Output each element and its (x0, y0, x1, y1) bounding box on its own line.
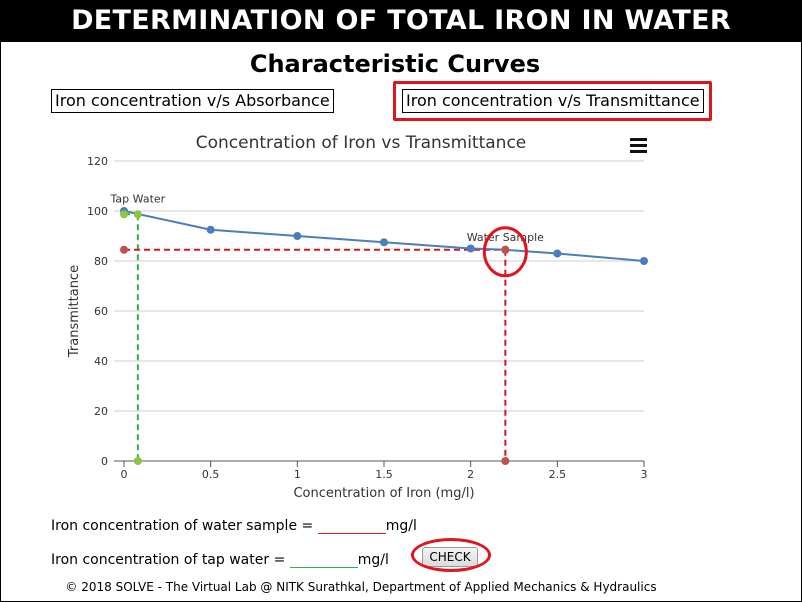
marker-point (501, 245, 510, 254)
sample-concentration-input[interactable] (317, 513, 386, 534)
x-tick-label: 2 (467, 468, 474, 481)
tap-row: Iron concentration of tap water = mg/l (51, 547, 389, 568)
data-point (206, 225, 215, 234)
page-title: DETERMINATION OF TOTAL IRON IN WATER (0, 0, 802, 42)
chart-gridlines (114, 160, 644, 462)
chart-markers: Tap Water Water Sample (110, 192, 544, 465)
section-title: Characteristic Curves (249, 50, 541, 78)
chart-series (120, 207, 648, 265)
chart-title: Concentration of Iron vs Transmittance (196, 133, 527, 153)
y-tick-label: 120 (87, 155, 108, 168)
y-tick-label: 60 (94, 305, 108, 318)
active-tab-highlight (393, 81, 712, 121)
y-axis-label: Transmittance (67, 265, 82, 358)
transmittance-chart: Concentration of Iron vs Transmittance 0… (67, 133, 648, 501)
tab-absorbance[interactable]: Iron concentration v/s Absorbance (51, 89, 334, 113)
y-tick-label: 80 (94, 255, 108, 268)
y-tick-label: 20 (94, 405, 108, 418)
x-tick-label: 3 (641, 468, 648, 481)
sample-label: Iron concentration of water sample = (51, 518, 314, 534)
x-axis-label: Concentration of Iron (mg/l) (293, 486, 474, 501)
y-tick-label: 40 (94, 355, 108, 368)
y-tick-label: 0 (101, 455, 108, 468)
y-tick-label: 100 (87, 205, 108, 218)
x-tick-label: 0 (121, 468, 128, 481)
data-point (553, 249, 562, 258)
tap-unit: mg/l (357, 552, 389, 568)
footer-text: © 2018 SOLVE - The Virtual Lab @ NITK Su… (65, 580, 657, 594)
data-point (293, 232, 302, 240)
check-button-highlight (411, 538, 491, 572)
marker-label: Water Sample (467, 231, 544, 244)
marker-point (133, 210, 142, 219)
x-tick-label: 1 (294, 468, 301, 481)
tab-transmittance[interactable]: Iron concentration v/s Transmittance (402, 89, 704, 113)
marker-point-base (133, 457, 142, 465)
chart-guides (124, 213, 507, 461)
tap-concentration-input[interactable] (289, 547, 358, 568)
marker-label: Tap Water (110, 192, 166, 205)
marker-point-axis (120, 245, 128, 254)
water-sample-highlight (482, 226, 528, 278)
x-tick-label: 0.5 (202, 468, 220, 481)
data-point (466, 244, 475, 253)
chart-axes: 0 20 40 60 80 100 120 0 0.5 1 1.5 2 2.5 3 (87, 155, 648, 481)
marker-point-base (501, 457, 510, 465)
x-tick-label: 1.5 (375, 468, 393, 481)
data-point (640, 257, 648, 265)
marker-point-axis (120, 210, 128, 219)
series-line (123, 210, 645, 262)
tap-label: Iron concentration of tap water = (51, 552, 286, 568)
x-tick-label: 2.5 (549, 468, 567, 481)
sample-unit: mg/l (385, 518, 417, 534)
data-point (380, 238, 388, 247)
hamburger-menu-icon[interactable] (630, 138, 647, 153)
sample-row: Iron concentration of water sample = mg/… (51, 513, 417, 534)
